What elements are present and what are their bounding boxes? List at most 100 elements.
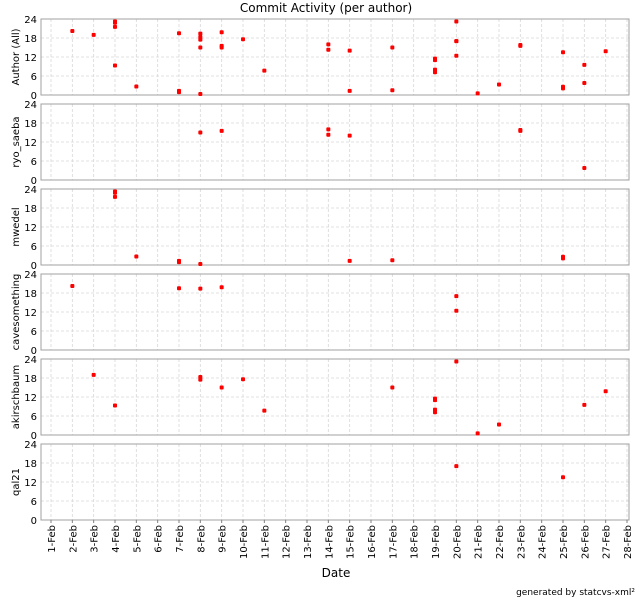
data-point bbox=[134, 84, 139, 89]
y-tick-label: 18 bbox=[24, 289, 37, 300]
data-point bbox=[241, 37, 245, 42]
data-point bbox=[70, 29, 75, 34]
data-point bbox=[177, 31, 181, 36]
x-tick-label: 5-Feb bbox=[132, 525, 143, 553]
data-point bbox=[219, 45, 224, 50]
data-point bbox=[347, 88, 352, 93]
y-tick-label: 24 bbox=[24, 100, 37, 111]
y-tick-label: 24 bbox=[24, 185, 37, 196]
plot-border bbox=[40, 103, 630, 181]
x-axis-label: Date bbox=[322, 566, 351, 580]
data-point bbox=[390, 258, 395, 263]
data-point bbox=[390, 385, 395, 390]
y-tick-label: 12 bbox=[24, 138, 37, 149]
x-tick-label: 25-Feb bbox=[559, 525, 570, 559]
data-point bbox=[198, 45, 203, 50]
data-point bbox=[347, 258, 352, 263]
data-point bbox=[198, 262, 203, 267]
x-tick-label: 12-Feb bbox=[282, 525, 293, 559]
x-tick-label: 11-Feb bbox=[260, 525, 271, 559]
y-tick-label: 0 bbox=[31, 516, 37, 527]
x-tick-label: 6-Feb bbox=[154, 525, 165, 553]
data-point bbox=[433, 398, 437, 403]
data-point bbox=[198, 286, 203, 291]
data-point bbox=[113, 190, 117, 195]
data-point bbox=[262, 408, 267, 413]
data-point bbox=[603, 49, 608, 54]
x-tick-label: 14-Feb bbox=[324, 525, 335, 559]
x-tick-label: 1-Feb bbox=[47, 525, 58, 553]
y-axis-label: ryo_saeba bbox=[11, 116, 22, 167]
data-point bbox=[454, 359, 459, 364]
data-point bbox=[113, 63, 117, 68]
y-tick-label: 18 bbox=[24, 204, 37, 215]
y-tick-label: 0 bbox=[31, 261, 37, 272]
plot-area bbox=[41, 359, 629, 435]
chart-title: Commit Activity (per author) bbox=[240, 1, 412, 15]
data-point bbox=[241, 377, 245, 382]
plot-area bbox=[41, 274, 629, 350]
y-tick-label: 12 bbox=[24, 53, 37, 64]
x-tick-label: 10-Feb bbox=[239, 525, 250, 559]
plot-border bbox=[40, 18, 630, 96]
data-point bbox=[561, 475, 565, 480]
data-point bbox=[113, 403, 117, 408]
x-tick-label: 22-Feb bbox=[495, 525, 506, 559]
plot-border bbox=[40, 188, 630, 266]
y-tick-label: 12 bbox=[24, 478, 37, 489]
y-tick-label: 24 bbox=[24, 15, 37, 26]
x-tick-label: 15-Feb bbox=[346, 525, 357, 559]
data-point bbox=[454, 53, 459, 58]
data-point bbox=[561, 256, 565, 261]
data-point bbox=[454, 294, 459, 299]
data-point bbox=[91, 372, 96, 377]
data-point bbox=[198, 31, 203, 36]
data-point bbox=[454, 19, 459, 24]
y-tick-label: 24 bbox=[24, 355, 37, 366]
data-point bbox=[390, 88, 395, 93]
y-tick-label: 6 bbox=[31, 327, 37, 338]
data-point bbox=[582, 165, 587, 170]
data-point bbox=[454, 464, 459, 469]
y-axis-label: cavesomething bbox=[11, 274, 22, 351]
y-axis-label: akirschbaum bbox=[11, 365, 22, 429]
plot-border bbox=[40, 358, 630, 436]
data-point bbox=[582, 402, 587, 407]
y-tick-label: 18 bbox=[24, 34, 37, 45]
data-point bbox=[433, 58, 437, 63]
x-tick-label: 28-Feb bbox=[623, 525, 634, 559]
data-point bbox=[475, 431, 480, 436]
data-point bbox=[390, 45, 395, 50]
y-tick-label: 18 bbox=[24, 374, 37, 385]
y-tick-label: 0 bbox=[31, 431, 37, 442]
data-point bbox=[326, 132, 331, 137]
plot-area bbox=[41, 19, 629, 95]
plot-area bbox=[41, 189, 629, 265]
y-tick-label: 6 bbox=[31, 157, 37, 168]
data-point bbox=[113, 194, 117, 199]
data-point bbox=[582, 80, 587, 85]
x-tick-label: 16-Feb bbox=[367, 525, 378, 559]
x-tick-label: 9-Feb bbox=[218, 525, 229, 553]
data-point bbox=[433, 410, 437, 415]
x-tick-label: 19-Feb bbox=[431, 525, 442, 559]
y-tick-label: 24 bbox=[24, 270, 37, 281]
data-point bbox=[475, 91, 480, 96]
data-point bbox=[219, 285, 224, 290]
data-point bbox=[347, 48, 352, 53]
data-point bbox=[91, 32, 96, 37]
data-point bbox=[518, 128, 523, 133]
y-tick-label: 0 bbox=[31, 346, 37, 357]
data-point bbox=[561, 50, 565, 55]
x-tick-label: 8-Feb bbox=[196, 525, 207, 553]
data-point bbox=[603, 389, 608, 394]
data-point bbox=[198, 37, 203, 42]
y-axis-label: Author (All) bbox=[11, 28, 22, 85]
data-point bbox=[113, 20, 117, 25]
